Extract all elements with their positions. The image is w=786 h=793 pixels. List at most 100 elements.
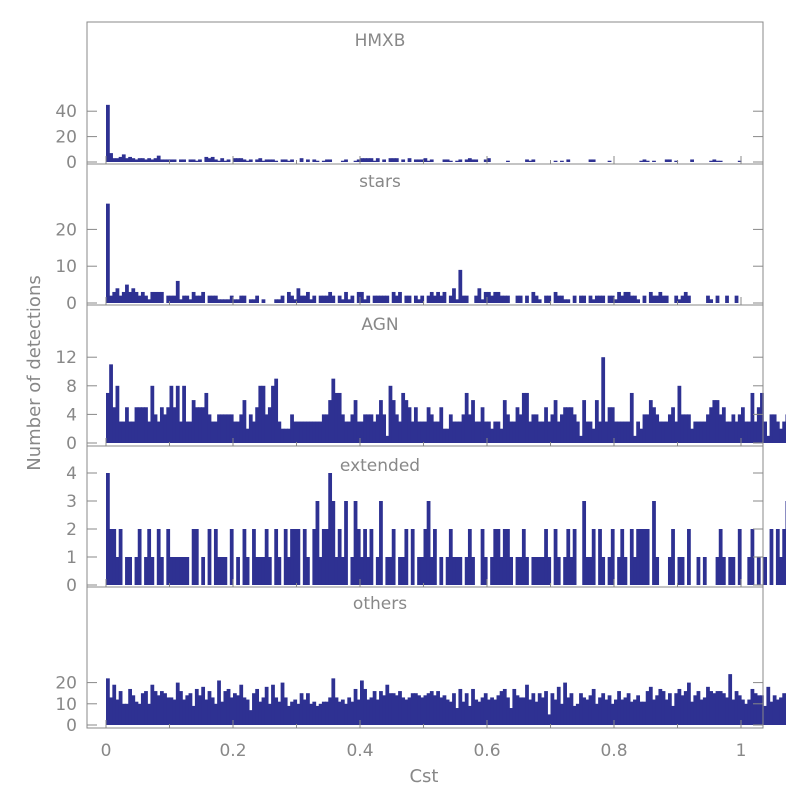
histogram-bar xyxy=(128,291,132,303)
histogram-bar xyxy=(620,699,625,725)
histogram-bar xyxy=(747,699,752,725)
histogram-bar xyxy=(410,529,415,585)
histogram-bar xyxy=(487,291,491,303)
histogram-bar xyxy=(445,557,450,585)
histogram-bar xyxy=(652,699,656,725)
histogram-bar xyxy=(556,421,561,443)
histogram-bar xyxy=(709,160,714,162)
histogram-bar xyxy=(267,407,272,443)
histogram-bar xyxy=(125,158,129,162)
histogram-bar xyxy=(687,682,691,725)
histogram-bar xyxy=(363,299,367,303)
histogram-bar xyxy=(382,159,387,162)
histogram-bar xyxy=(633,435,637,443)
histogram-bar xyxy=(725,697,729,725)
histogram-bar xyxy=(213,295,218,303)
histogram-bar xyxy=(753,693,758,725)
histogram-bar xyxy=(198,695,202,725)
histogram-bar xyxy=(369,529,374,585)
histogram-bar xyxy=(150,385,155,443)
histogram-bar xyxy=(258,158,263,162)
histogram-bar xyxy=(306,421,310,443)
histogram-bar xyxy=(290,414,294,443)
histogram-bar xyxy=(153,414,158,443)
histogram-bar xyxy=(671,529,675,585)
histogram-bar xyxy=(734,421,739,443)
histogram-bar xyxy=(493,421,498,443)
histogram-bar xyxy=(499,557,504,585)
histogram-bar xyxy=(617,421,621,443)
histogram-bar xyxy=(404,400,409,443)
histogram-bar xyxy=(306,693,310,725)
histogram-bar xyxy=(321,701,326,725)
panel-frame xyxy=(86,21,764,165)
histogram-bar xyxy=(201,291,206,303)
histogram-bar xyxy=(461,701,466,725)
y-tick-label: 0 xyxy=(66,153,77,173)
histogram-bar xyxy=(648,686,653,725)
y-tick-label: 2 xyxy=(66,520,77,540)
histogram-bar xyxy=(169,385,174,443)
histogram-bar xyxy=(556,686,561,725)
histogram-bar xyxy=(661,691,666,725)
histogram-bar xyxy=(642,414,647,443)
histogram-bar xyxy=(709,299,714,303)
histogram-bar xyxy=(426,407,431,443)
histogram-bar xyxy=(334,557,339,585)
histogram-bar xyxy=(731,699,736,725)
histogram-bar xyxy=(525,392,529,443)
histogram-bar xyxy=(518,414,523,443)
histogram-bar xyxy=(490,697,494,725)
histogram-bar xyxy=(328,697,333,725)
histogram-bar xyxy=(642,295,647,303)
histogram-bar xyxy=(375,699,380,725)
histogram-bar xyxy=(360,680,364,725)
histogram-bar xyxy=(741,407,745,443)
histogram-bar xyxy=(779,697,783,725)
histogram-bar xyxy=(258,701,263,725)
histogram-bar xyxy=(236,299,240,303)
histogram-bar xyxy=(309,703,313,725)
histogram-bar xyxy=(264,529,269,585)
histogram-bar xyxy=(379,691,383,725)
histogram-bar xyxy=(188,421,193,443)
histogram-bar xyxy=(334,392,339,443)
histogram-bar xyxy=(258,557,263,585)
histogram-bar xyxy=(150,291,155,303)
histogram-bar xyxy=(245,699,250,725)
histogram-bar xyxy=(366,158,371,162)
histogram-bar xyxy=(553,160,558,162)
histogram-bar xyxy=(121,703,126,725)
histogram-bar xyxy=(471,159,475,162)
histogram-bar xyxy=(426,501,431,585)
histogram-bar xyxy=(664,159,669,162)
y-tick-label: 0 xyxy=(66,716,77,736)
histogram-bar xyxy=(509,421,514,443)
histogram-bar xyxy=(737,695,742,725)
histogram-bar xyxy=(337,701,342,725)
histogram-bar xyxy=(109,529,113,585)
histogram-bar xyxy=(553,699,558,725)
histogram-bar xyxy=(391,693,396,725)
histogram-bar xyxy=(128,688,132,725)
histogram-bar xyxy=(569,693,574,725)
histogram-bar xyxy=(464,295,469,303)
histogram-bar xyxy=(172,699,177,725)
histogram-bar xyxy=(385,684,390,725)
histogram-bar xyxy=(579,435,583,443)
histogram-bar xyxy=(553,400,558,443)
histogram-bar xyxy=(426,295,431,303)
histogram-bar xyxy=(661,421,666,443)
histogram-bar xyxy=(607,695,612,725)
histogram-bar xyxy=(487,158,491,162)
histogram-bar xyxy=(671,407,675,443)
histogram-bar xyxy=(534,414,539,443)
histogram-bar xyxy=(664,699,669,725)
histogram-bar xyxy=(702,697,707,725)
histogram-bar xyxy=(439,697,444,725)
histogram-bar xyxy=(721,557,726,585)
histogram-bar xyxy=(480,697,485,725)
histogram-bar xyxy=(483,557,488,585)
x-axis: 0 0.2 0.4 0.6 0.8 1 xyxy=(101,741,747,761)
histogram-bar xyxy=(534,557,539,585)
